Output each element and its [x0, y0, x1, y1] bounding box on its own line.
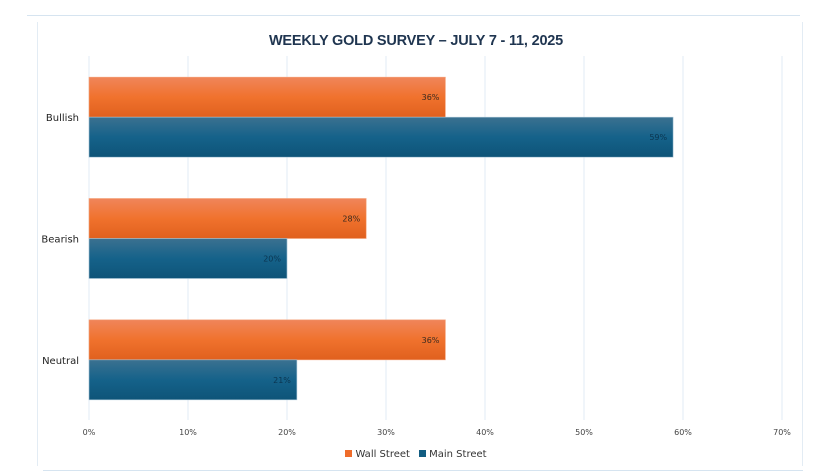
bar-wall-street[interactable] [88, 198, 367, 239]
legend: Wall Street Main Street [0, 449, 832, 460]
bar-wall-street[interactable] [88, 319, 446, 361]
legend-item-main-street[interactable]: Main Street [419, 449, 487, 460]
x-tick-label: 10% [179, 428, 197, 437]
data-label: 59% [649, 133, 667, 142]
chart-frame-right-border [802, 22, 803, 466]
x-tick-label: 30% [377, 428, 395, 437]
data-label: 36% [422, 336, 440, 345]
data-labels: 36% 59% 28% 20% 36% 21% [263, 93, 667, 385]
chart-frame-top-border [27, 15, 800, 16]
legend-label-wall-street: Wall Street [355, 449, 410, 460]
bar-main-street[interactable] [88, 359, 298, 401]
bar-main-street[interactable] [88, 116, 674, 158]
category-label: Neutral [42, 356, 79, 367]
x-tick-label: 40% [476, 428, 494, 437]
bar-wall-street[interactable] [88, 76, 446, 118]
legend-item-wall-street[interactable]: Wall Street [345, 449, 410, 460]
x-tick-labels: 0% 10% 20% 30% 40% 50% 60% 70% [83, 428, 792, 437]
x-tick-label: 0% [83, 428, 96, 437]
data-label: 28% [342, 215, 360, 224]
legend-swatch-main-street [419, 450, 427, 457]
x-tick-label: 60% [674, 428, 692, 437]
bars [88, 76, 674, 401]
category-label: Bearish [41, 235, 79, 246]
legend-swatch-wall-street [345, 450, 353, 457]
x-tick-label: 50% [575, 428, 593, 437]
chart-frame-left-border [37, 22, 38, 466]
chart-title: WEEKLY GOLD SURVEY – JULY 7 - 11, 2025 [268, 33, 564, 49]
bar-main-street[interactable] [88, 238, 288, 279]
x-tick-label: 70% [773, 428, 791, 437]
legend-label-main-street: Main Street [429, 449, 487, 460]
data-label: 20% [263, 255, 281, 264]
x-tick-label: 20% [278, 428, 296, 437]
chart-frame-bottom-border [43, 470, 803, 471]
category-label: Bullish [46, 113, 79, 124]
data-label: 36% [422, 93, 440, 102]
data-label: 21% [273, 376, 291, 385]
category-labels: Bullish Bearish Neutral [41, 113, 79, 367]
